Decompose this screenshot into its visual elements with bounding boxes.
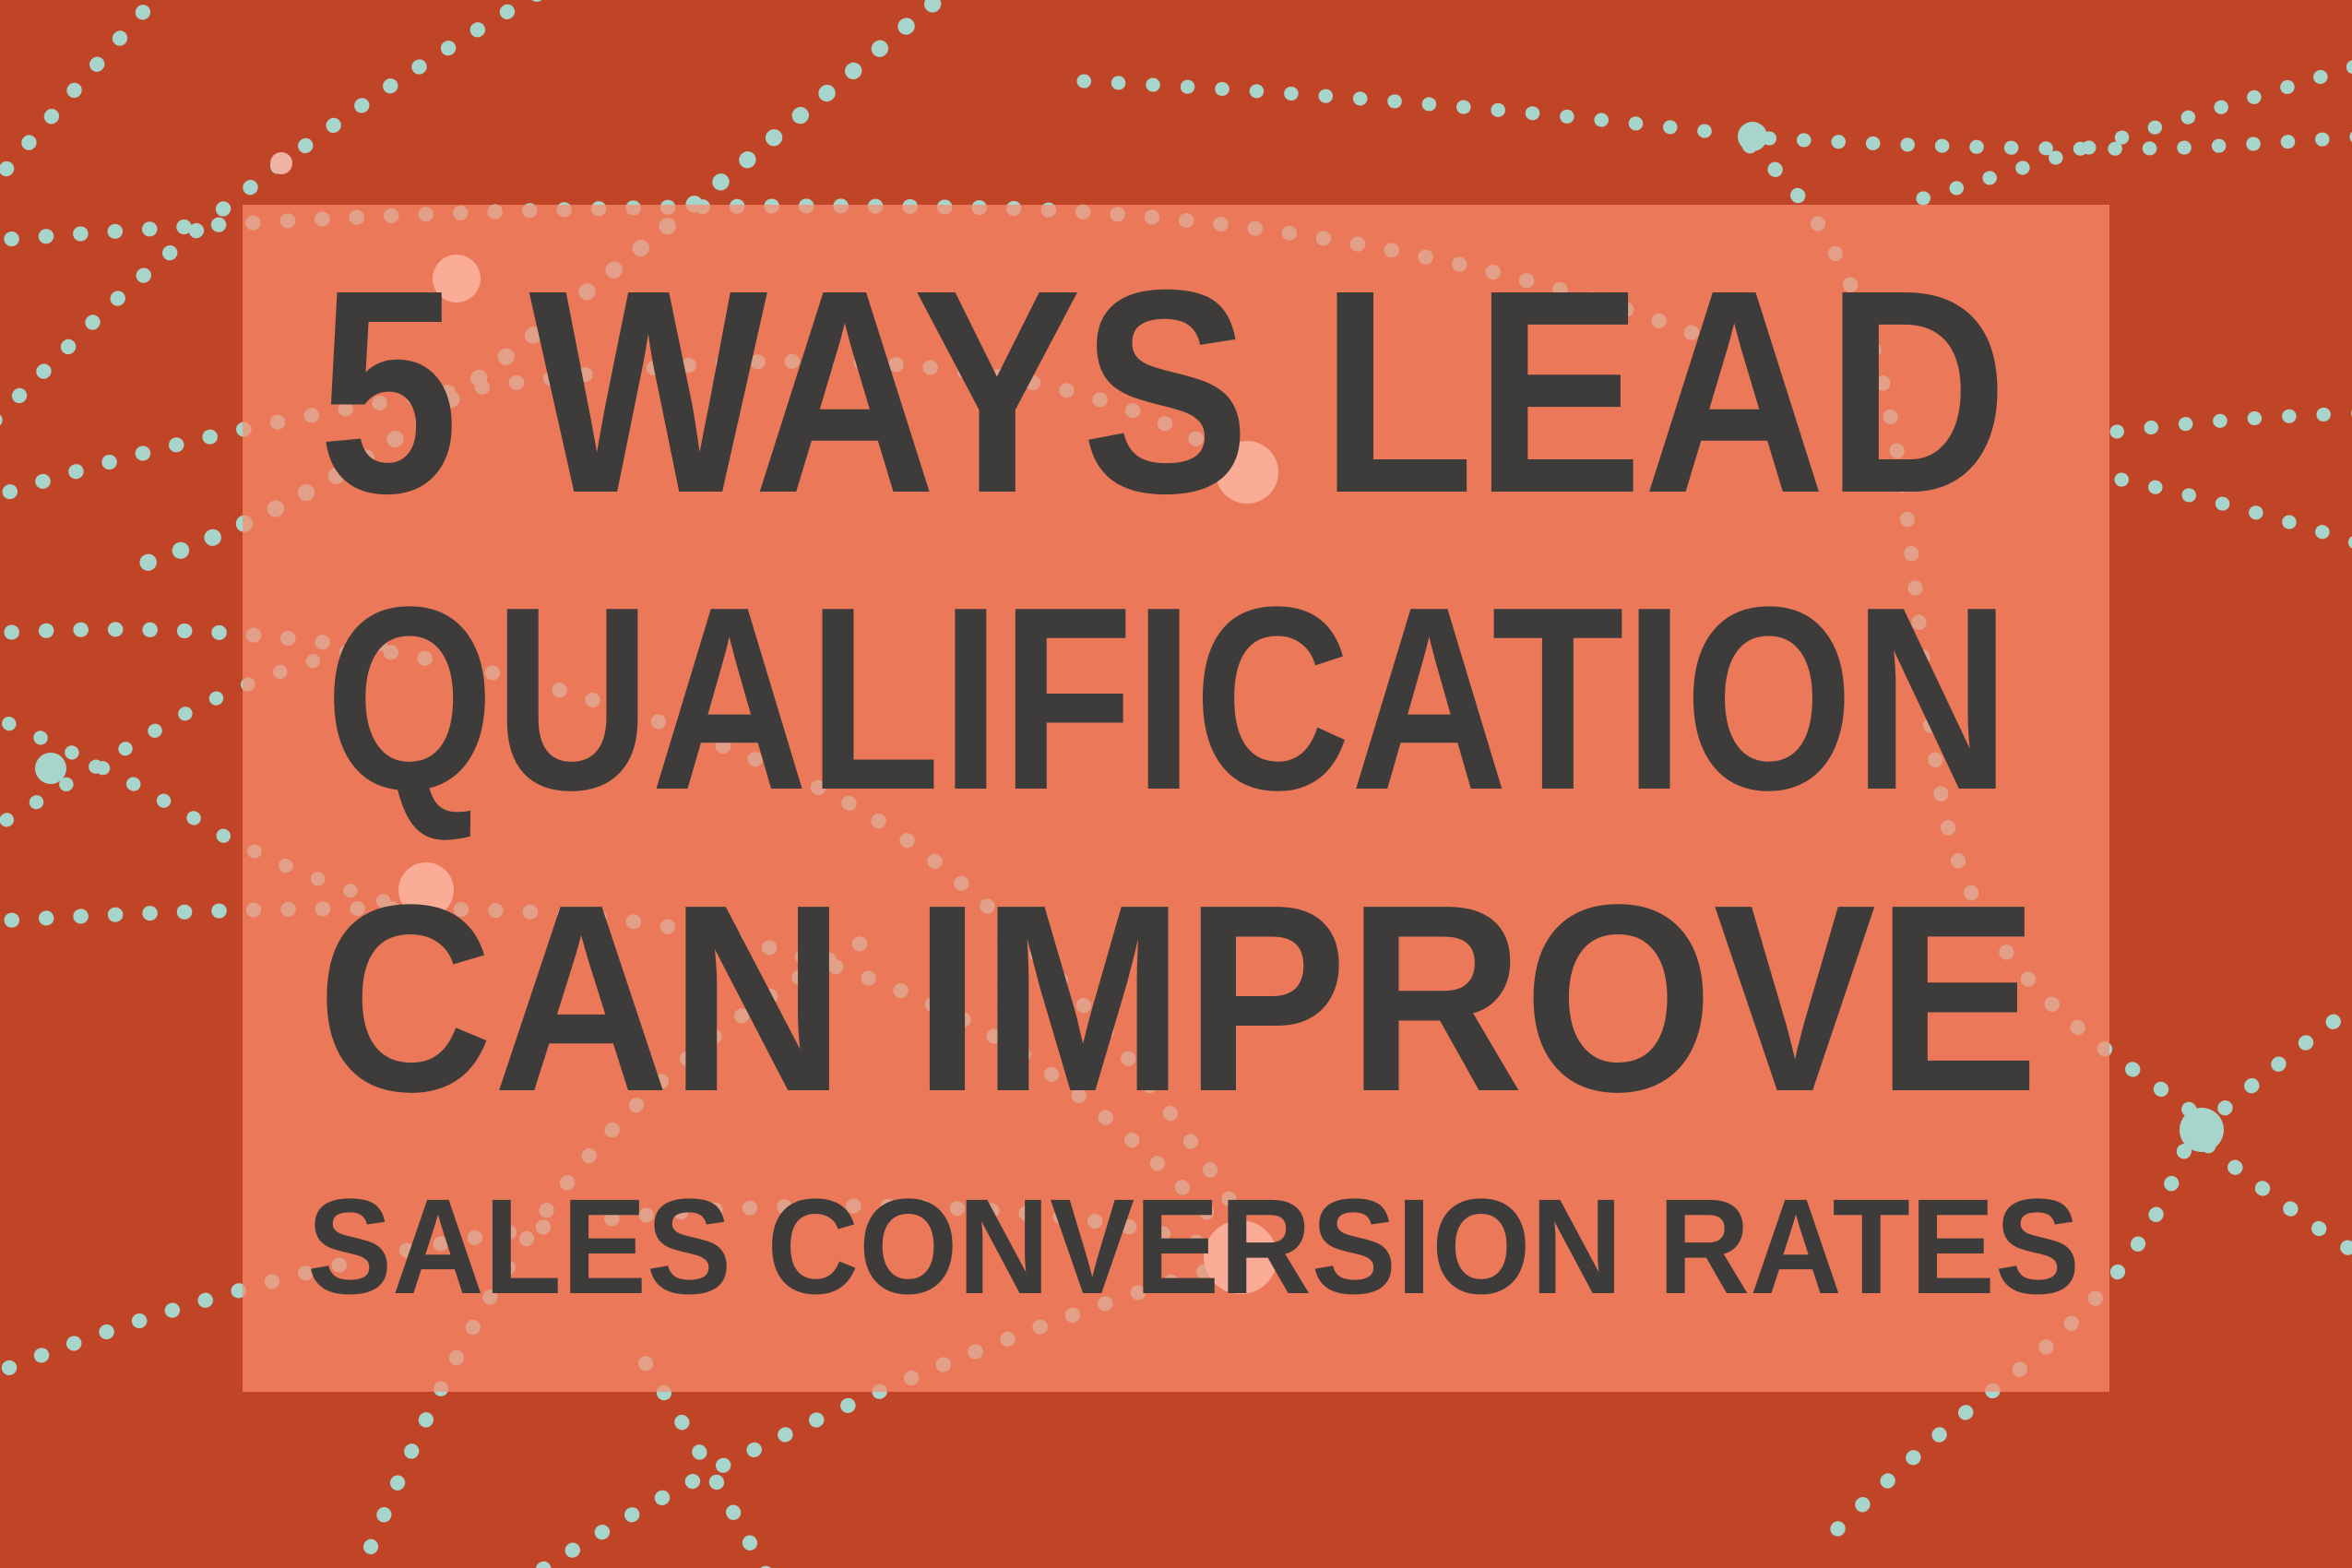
title-line-4: SALES CONVERSION RATES [307, 1171, 2080, 1323]
title-line-3: CAN IMPROVE [317, 849, 2039, 1147]
node-dot-pale [270, 152, 292, 174]
dotted-arc [2114, 472, 2352, 549]
dotted-arc [0, 0, 542, 426]
headline: 5 WAYS LEAD QUALIFICATION CAN IMPROVE SA… [307, 230, 2080, 1323]
dotted-arc [531, 1253, 1248, 1568]
title-line-2: QUALIFICATION [326, 552, 2011, 844]
dotted-arc [1076, 74, 1743, 142]
dotted-arc [0, 0, 164, 188]
title-line-1: 5 WAYS LEAD [318, 230, 2008, 553]
node-dot-teal [2180, 1108, 2224, 1152]
dotted-arc [2109, 406, 2352, 439]
node-dot-teal [35, 753, 66, 784]
title-panel [243, 205, 2109, 1392]
dotted-arc [1916, 60, 2352, 206]
dotted-arc [1762, 130, 2352, 156]
dotted-arc [0, 634, 404, 832]
dotted-arc [0, 712, 441, 921]
node-dot-teal [1738, 122, 1767, 151]
